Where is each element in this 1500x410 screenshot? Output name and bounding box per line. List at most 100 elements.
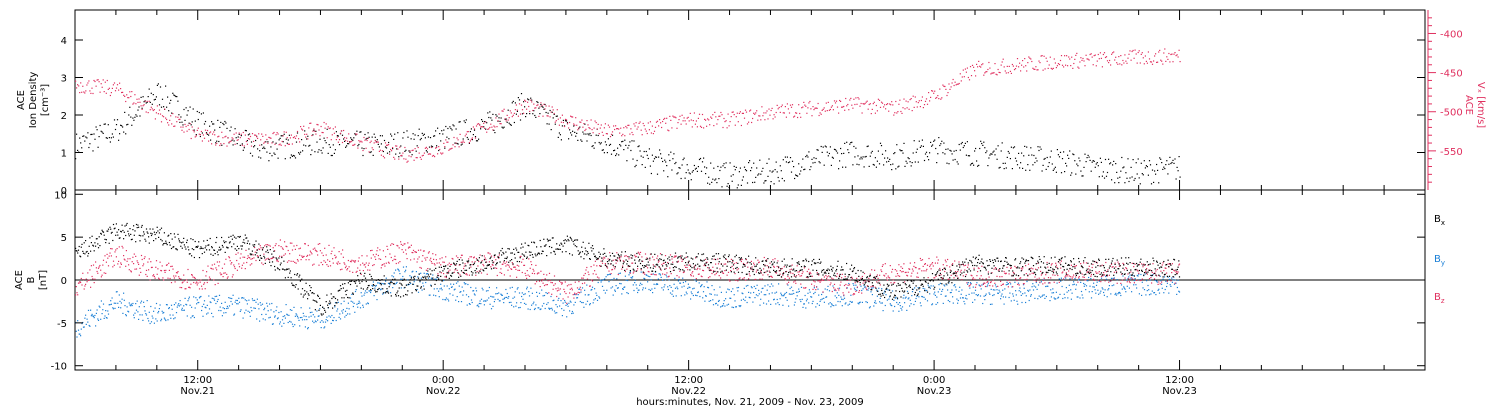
vx-point [982,63,984,65]
vx-point [344,137,346,139]
ion-density-point [194,120,196,122]
ion-density-point [921,139,923,141]
vx-point [873,101,875,103]
vx-point [1007,72,1009,74]
by-point [607,274,609,276]
ion-density-point [445,125,447,128]
bz-point [463,265,465,267]
by-point [456,296,458,298]
by-point [226,307,228,310]
ion-density-point [550,129,552,131]
vx-point [258,133,260,135]
vx-point [189,123,191,125]
ion-density-point [999,166,1001,168]
bz-point [727,271,730,273]
ion-density-point [613,150,615,152]
vx-point [915,101,917,103]
ion-density-point [142,96,144,98]
bz-point [402,244,404,246]
ion-density-point [853,145,855,148]
ion-density-point [925,151,928,153]
vx-point [551,106,553,108]
bz-point [703,264,705,267]
by-point [774,292,776,294]
bz-point [337,263,339,265]
vx-point [422,154,424,156]
vx-point [249,135,252,138]
by-point [200,295,202,298]
ion-density-point [328,144,330,146]
by-point [1075,284,1077,286]
by-point [270,309,272,311]
by-point [153,322,155,324]
ion-density-point [262,147,264,149]
ion-density-point [311,149,313,151]
bz-point [886,277,888,279]
by-point [802,306,804,308]
vx-point [1140,53,1142,55]
by-point [637,291,639,294]
ion-density-point [1030,147,1032,149]
by-point [271,323,274,325]
bz-point [654,274,656,276]
bz-point [494,267,496,269]
ion-density-point [224,120,226,123]
ion-density-point [729,162,731,164]
bz-point [759,278,761,280]
by-point [1030,295,1032,297]
by-point [1062,297,1064,300]
ion-density-point [515,113,517,115]
bz-point [427,268,429,270]
ion-density-point [210,139,212,141]
ion-density-point [817,149,819,151]
bz-point [841,273,843,275]
by-point [151,315,153,317]
bz-point [853,293,855,295]
vx-point [1039,62,1041,64]
vx-point [820,113,822,115]
ion-density-point [496,115,498,117]
ion-density-point [205,132,208,134]
by-point [86,318,88,320]
bz-point [589,285,591,287]
bz-point [594,260,596,262]
ion-density-point [426,151,428,153]
by-point [692,288,694,290]
by-point [723,300,725,302]
by-point [1003,303,1005,305]
ion-density-point [1153,181,1155,183]
ion-density-point [725,162,727,164]
vx-point [973,66,975,68]
ion-density-point [1065,162,1067,164]
vx-point [1018,66,1020,68]
ion-density-point [240,135,242,137]
vx-point [993,72,995,74]
by-point [1119,292,1121,294]
ion-density-point [806,154,808,156]
bz-point [335,256,337,258]
vx-point [534,107,536,109]
ion-density-point [955,149,957,152]
vx-point [294,137,297,139]
vx-point [255,134,257,136]
ion-density-point [534,114,536,117]
vx-point [513,112,515,114]
ion-density-point [397,132,399,134]
ion-density-point [942,152,944,154]
bz-point [278,245,280,247]
by-point [1073,281,1075,283]
vx-point [830,106,832,108]
ion-density-point [193,129,195,131]
vx-point [762,115,764,117]
bz-point [119,266,121,268]
ion-density-point [703,157,705,159]
by-point [1085,285,1088,287]
vx-point [1089,53,1091,56]
by-point [739,305,741,308]
bz-point [448,270,450,272]
by-point [793,292,795,295]
bz-point [712,266,714,268]
vx-point [845,97,847,100]
by-point [775,291,778,293]
by-point [765,303,768,305]
